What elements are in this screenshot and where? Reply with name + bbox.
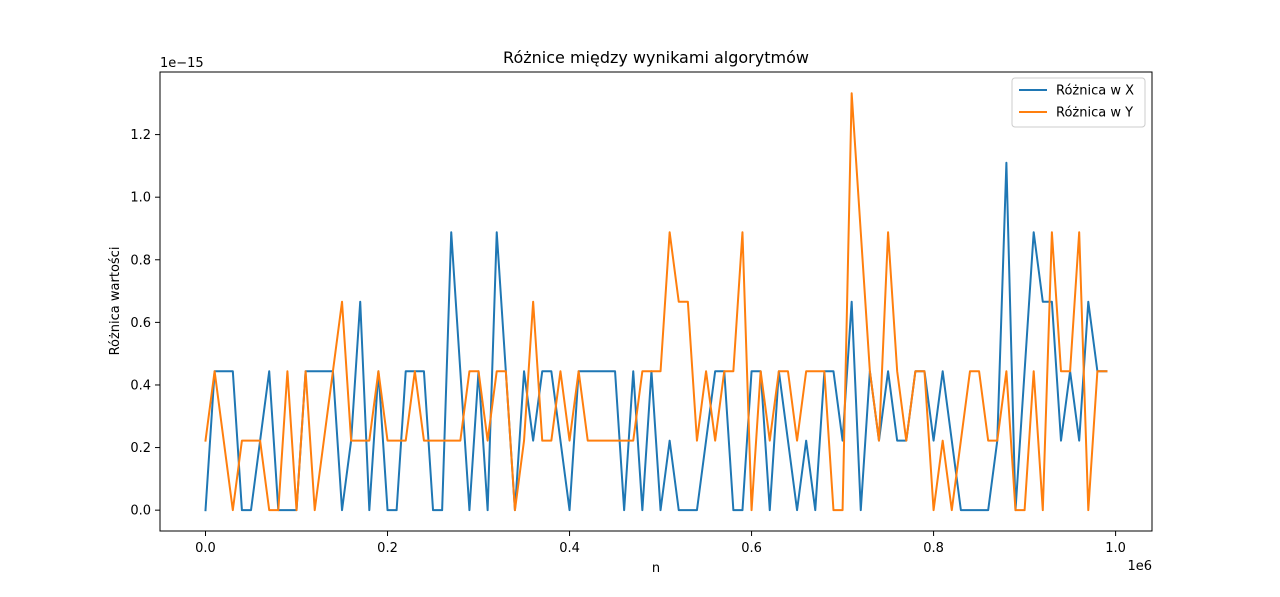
y-tick-label: 0.8	[130, 253, 151, 268]
y-axis: 0.0 0.2 0.4 0.6 0.8 1.0 1.2	[130, 128, 160, 519]
y-tick-label: 0.6	[130, 316, 151, 331]
legend-label-x: Różnica w X	[1056, 84, 1134, 99]
axes-frame	[159, 71, 1153, 532]
x-tick-label: 0.6	[741, 541, 762, 556]
chart-title: Różnice między wynikami algorytmów	[503, 48, 809, 67]
plot-area	[204, 92, 1108, 512]
y-tick-label: 1.0	[130, 191, 151, 206]
x-tick-label: 0.4	[559, 541, 580, 556]
x-tick-label: 1.0	[1105, 541, 1126, 556]
y-offset-label: 1e−15	[160, 56, 204, 71]
y-tick-label: 0.4	[130, 378, 151, 393]
legend-label-y: Różnica w Y	[1056, 106, 1133, 121]
x-tick-label: 0.0	[195, 541, 216, 556]
x-axis-label: n	[652, 561, 660, 576]
x-offset-label: 1e6	[1127, 559, 1152, 574]
legend: Różnica w X Różnica w Y	[1011, 77, 1146, 128]
x-tick-label: 0.2	[377, 541, 398, 556]
y-tick-label: 0.2	[130, 441, 151, 456]
x-axis: 0.0 0.2 0.4 0.6 0.8 1.0	[195, 531, 1126, 556]
x-tick-label: 0.8	[923, 541, 944, 556]
y-axis-label: Różnica wartości	[108, 247, 123, 356]
series-line-y	[204, 92, 1108, 512]
y-tick-label: 0.0	[130, 504, 151, 519]
y-tick-label: 1.2	[130, 128, 151, 143]
